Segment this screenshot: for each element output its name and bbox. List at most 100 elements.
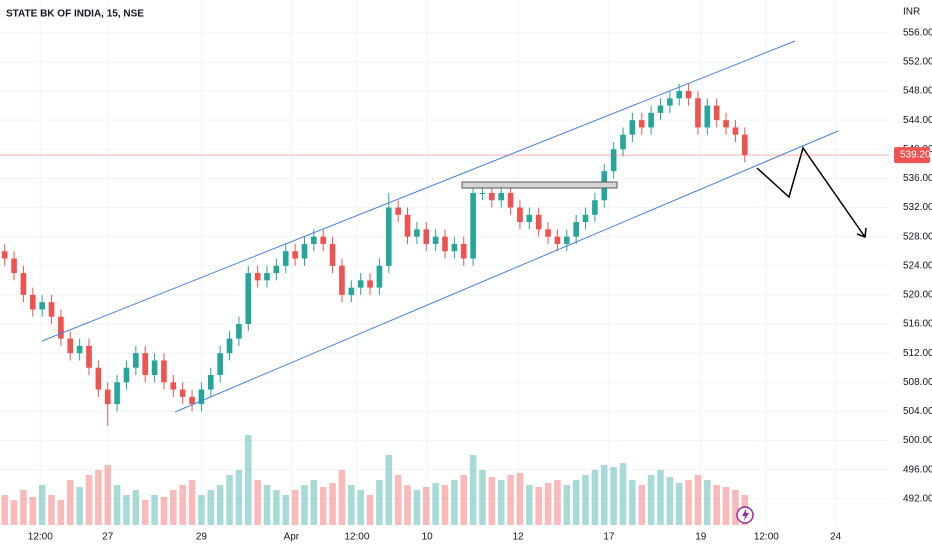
candle-body [217, 353, 223, 375]
volume-bar [507, 475, 514, 525]
alert-bolt [742, 509, 749, 521]
volume-bar [629, 480, 636, 525]
candle-body [507, 192, 514, 208]
y-tick-label: 528.00 [903, 231, 932, 242]
volume-bar [713, 485, 720, 525]
volume-bar [66, 480, 74, 525]
volume-bar [48, 495, 55, 525]
volume-bar [179, 485, 186, 525]
volume-bar [516, 473, 524, 525]
candle-body [39, 302, 45, 310]
last-price-label: 539.20 [900, 150, 931, 161]
last-price-badge [894, 147, 930, 164]
candle-body [489, 192, 495, 201]
candle-body [498, 192, 505, 201]
volume-bar [338, 470, 346, 525]
volume-bar [207, 490, 215, 525]
candle-body [254, 273, 261, 281]
candle-body [151, 360, 158, 375]
candle-body [414, 229, 420, 237]
candle-body [123, 367, 130, 383]
candle-body [11, 258, 17, 274]
y-tick-label: 492.00 [903, 493, 932, 504]
volume-bar [216, 485, 224, 525]
volume-bar [254, 480, 261, 525]
x-tick-label: 27 [102, 532, 114, 543]
volume-bar [526, 485, 533, 525]
volume-bar [657, 470, 664, 525]
volume-bar [610, 467, 617, 525]
volume-bar [188, 480, 196, 525]
volume-bar [141, 500, 149, 525]
candle-body [695, 98, 701, 128]
candle-body [292, 251, 298, 259]
volume-bar [29, 497, 37, 525]
candle-body [236, 324, 242, 339]
volume-bar [170, 490, 177, 525]
candle-body [741, 134, 748, 156]
volume-bar [226, 475, 233, 525]
x-tick-label: 19 [695, 532, 707, 543]
x-tick-label: 12:00 [28, 532, 53, 543]
volume-bar [104, 465, 112, 525]
y-tick-label: 520.00 [903, 290, 932, 301]
candle-body [311, 236, 317, 244]
volume-bar [554, 480, 561, 525]
candle-body [104, 389, 111, 405]
volume-bar [291, 490, 299, 525]
volume-bar [394, 475, 402, 525]
candle-body [535, 214, 542, 230]
y-tick-label: 508.00 [903, 377, 932, 388]
volume-bar [113, 485, 121, 525]
candle-body [226, 338, 233, 354]
channel-lower [174, 130, 839, 413]
volume-layer [1, 435, 749, 525]
volume-bar [488, 477, 496, 525]
volume-bar [422, 487, 430, 525]
resistance-zone [461, 181, 618, 189]
x-tick-label: Apr [284, 532, 300, 543]
y-tick-label: 512.00 [903, 348, 932, 359]
candle-body [685, 91, 692, 99]
volume-bar [591, 470, 599, 525]
volume-bar [572, 480, 580, 525]
y-tick-label: 516.00 [903, 319, 932, 330]
volume-bar [385, 455, 393, 525]
projection-arrow [756, 146, 866, 238]
y-tick-label: 504.00 [903, 406, 932, 417]
volume-bar [198, 495, 205, 525]
candle-body [648, 112, 654, 128]
volume-bar [376, 480, 383, 525]
volume-bar [704, 480, 711, 525]
candle-body [470, 192, 476, 259]
volume-bar [357, 490, 364, 525]
volume-bar [647, 475, 655, 525]
volume-bar [38, 485, 46, 525]
currency-label: INR [903, 7, 920, 18]
candle-body [301, 243, 308, 259]
candle-body [48, 302, 55, 317]
candle-body [545, 229, 551, 237]
candle-body [320, 236, 327, 244]
grid-layer [0, 0, 890, 525]
candle-body [161, 360, 167, 383]
x-tick-label: 12:00 [344, 532, 369, 543]
candle-body [189, 396, 195, 405]
candle-body [67, 338, 74, 354]
candle-body [20, 273, 27, 295]
volume-bar [451, 480, 458, 525]
candle-body [517, 207, 523, 223]
volume-bar [348, 485, 355, 525]
candle-body [629, 120, 636, 135]
candle-body [592, 200, 598, 215]
candle-body [442, 236, 448, 252]
x-tick-label: 10 [422, 532, 434, 543]
candle-body [676, 91, 683, 99]
volume-bar [310, 480, 318, 525]
volume-bar [460, 475, 468, 525]
candle-body [245, 273, 252, 325]
volume-bar [263, 485, 271, 525]
volume-bar [497, 480, 505, 525]
candle-body [198, 389, 205, 405]
